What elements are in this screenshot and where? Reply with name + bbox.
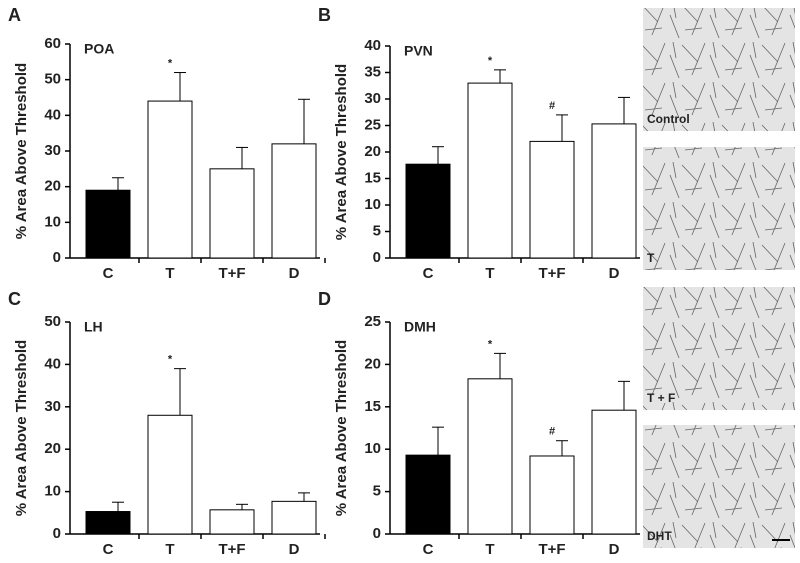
x-tick-label: D <box>609 265 620 282</box>
micrograph-label: Control <box>647 112 690 126</box>
panel-letter: A <box>8 5 21 25</box>
y-tick-label: 40 <box>44 355 61 372</box>
bar <box>209 168 255 259</box>
y-tick-label: 20 <box>44 440 61 457</box>
significance-marker: * <box>168 57 173 69</box>
y-tick-label: 20 <box>364 143 381 160</box>
y-tick-label: 10 <box>44 483 61 500</box>
y-tick-label: 0 <box>373 525 381 542</box>
y-tick-label: 5 <box>373 483 381 500</box>
micrograph <box>643 8 795 131</box>
panel-letter: D <box>318 289 331 309</box>
y-tick-label: 50 <box>44 313 61 330</box>
y-axis-label: % Area Above Threshold <box>13 340 30 516</box>
y-tick-label: 0 <box>53 249 61 266</box>
x-tick-label: C <box>423 541 434 558</box>
significance-marker: # <box>549 426 555 438</box>
y-axis-label: % Area Above Threshold <box>333 340 350 516</box>
x-tick-label: C <box>423 265 434 282</box>
micrograph-label: T <box>647 251 655 265</box>
x-tick-label: C <box>103 265 114 282</box>
x-tick-label: T <box>165 541 174 558</box>
y-tick-label: 5 <box>373 222 381 239</box>
bar <box>147 100 193 259</box>
bar <box>405 163 451 259</box>
y-tick-label: 40 <box>364 37 381 54</box>
bar <box>85 511 131 535</box>
micrograph <box>643 287 795 410</box>
y-tick-label: 25 <box>364 116 381 133</box>
x-tick-label: T+F <box>218 541 245 558</box>
region-label: POA <box>84 41 114 57</box>
x-tick-label: D <box>289 265 300 282</box>
y-tick-label: 50 <box>44 71 61 88</box>
significance-marker: * <box>168 354 173 366</box>
x-tick-label: T <box>165 265 174 282</box>
x-tick-label: D <box>289 541 300 558</box>
x-tick-label: D <box>609 541 620 558</box>
micrograph-label: DHT <box>647 529 672 543</box>
micrograph <box>643 425 795 548</box>
panel-letter: C <box>8 289 21 309</box>
bar <box>529 455 575 535</box>
bar <box>85 189 131 259</box>
bar <box>271 143 317 259</box>
x-tick-label: T <box>485 265 494 282</box>
y-tick-label: 10 <box>44 213 61 230</box>
bar <box>209 509 255 535</box>
region-label: DMH <box>404 319 436 335</box>
x-tick-label: T+F <box>218 265 245 282</box>
bar <box>467 82 513 259</box>
bar <box>467 378 513 535</box>
y-tick-label: 30 <box>364 90 381 107</box>
region-label: PVN <box>404 43 433 59</box>
y-tick-label: 25 <box>364 313 381 330</box>
y-tick-label: 20 <box>364 355 381 372</box>
y-tick-label: 10 <box>364 196 381 213</box>
x-tick-label: C <box>103 541 114 558</box>
region-label: LH <box>84 319 103 335</box>
y-tick-label: 0 <box>53 525 61 542</box>
y-tick-label: 30 <box>44 142 61 159</box>
y-tick-label: 15 <box>364 398 381 415</box>
bar <box>529 140 575 259</box>
y-tick-label: 30 <box>44 398 61 415</box>
significance-marker: * <box>488 55 493 67</box>
y-axis-label: % Area Above Threshold <box>333 64 350 240</box>
x-tick-label: T+F <box>538 541 565 558</box>
y-tick-label: 35 <box>364 63 381 80</box>
x-tick-label: T+F <box>538 265 565 282</box>
y-tick-label: 10 <box>364 440 381 457</box>
panel-letter: B <box>318 5 331 25</box>
bar <box>147 414 193 535</box>
x-tick-label: T <box>485 541 494 558</box>
y-tick-label: 0 <box>373 249 381 266</box>
y-axis-label: % Area Above Threshold <box>13 63 30 239</box>
bar <box>591 409 637 535</box>
micrograph-label: T + F <box>647 391 675 405</box>
bar <box>591 123 637 259</box>
y-tick-label: 60 <box>44 35 61 52</box>
bar <box>405 454 451 535</box>
micrograph <box>643 147 795 270</box>
bar <box>271 500 317 535</box>
y-tick-label: 40 <box>44 106 61 123</box>
y-tick-label: 15 <box>364 169 381 186</box>
significance-marker: # <box>549 100 555 112</box>
significance-marker: * <box>488 338 493 350</box>
y-tick-label: 20 <box>44 178 61 195</box>
